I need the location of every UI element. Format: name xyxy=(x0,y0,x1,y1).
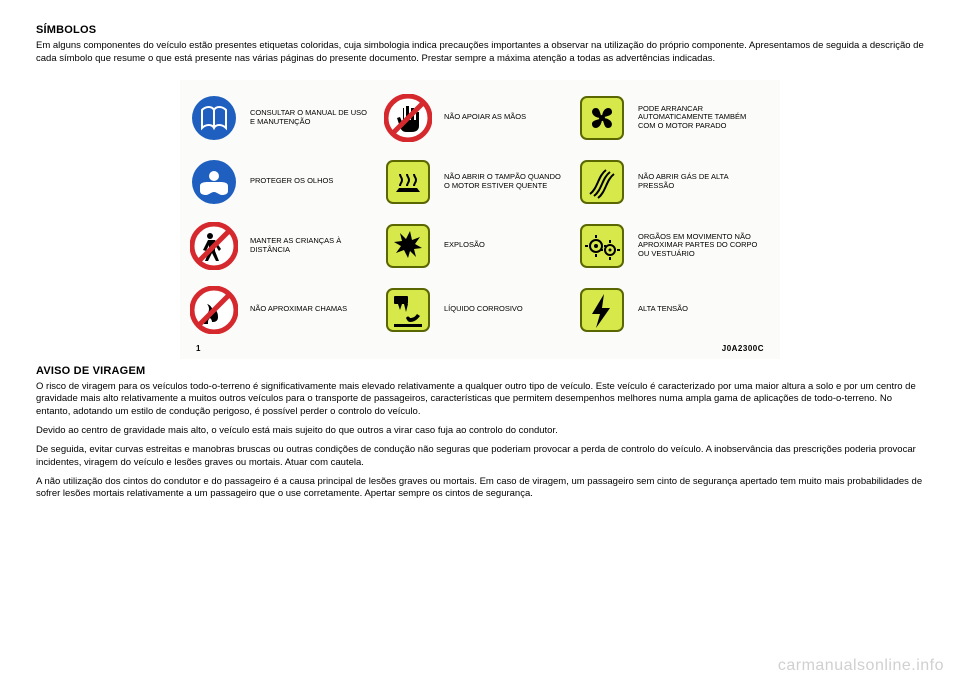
moving-parts-icon xyxy=(578,222,626,270)
corrosive-icon xyxy=(384,286,432,334)
gas-pressure-icon xyxy=(578,158,626,206)
no-flames-label: NÃO APROXIMAR CHAMAS xyxy=(250,305,380,314)
symbols-paragraph: Em alguns componentes do veículo estão p… xyxy=(36,40,924,66)
no-hands-label: NÃO APOIAR AS MÃOS xyxy=(444,113,574,122)
auto-start-label: PODE ARRANCAR AUTOMATICAMENTE TAMBÉM COM… xyxy=(638,105,768,131)
watermark: carmanualsonline.info xyxy=(778,657,944,675)
goggles-label: PROTEGER OS OLHOS xyxy=(250,177,380,186)
explosion-label: EXPLOSÃO xyxy=(444,241,574,250)
hot-cap-label: NÃO ABRIR O TAMPÃO QUANDO O MOTOR ESTIVE… xyxy=(444,173,574,190)
rollover-para-3: De seguida, evitar curvas estreitas e ma… xyxy=(36,444,924,470)
moving-parts-label: ORGÃOS EM MOVIMENTO NÃO APROXIMAR PARTES… xyxy=(638,233,768,259)
figure-number: 1 xyxy=(190,344,200,353)
symbols-heading: SÍMBOLOS xyxy=(36,24,924,36)
auto-start-icon xyxy=(578,94,626,142)
manual-label: CONSULTAR O MANUAL DE USO E MANUTENÇÃO xyxy=(250,109,380,126)
goggles-icon xyxy=(190,158,238,206)
manual-icon xyxy=(190,94,238,142)
high-voltage-icon xyxy=(578,286,626,334)
no-children-icon xyxy=(190,222,238,270)
no-flames-icon xyxy=(190,286,238,334)
figure-code: J0A2300C xyxy=(722,344,770,353)
manual-page: SÍMBOLOS Em alguns componentes do veícul… xyxy=(0,0,960,501)
explosion-icon xyxy=(384,222,432,270)
rollover-heading: AVISO DE VIRAGEM xyxy=(36,365,924,377)
rollover-para-2: Devido ao centro de gravidade mais alto,… xyxy=(36,425,924,438)
high-voltage-label: ALTA TENSÃO xyxy=(638,305,768,314)
rollover-para-1: O risco de viragem para os veículos todo… xyxy=(36,381,924,419)
hot-cap-icon xyxy=(384,158,432,206)
symbols-figure: CONSULTAR O MANUAL DE USO E MANUTENÇÃO N… xyxy=(180,80,780,359)
no-children-label: MANTER AS CRIANÇAS À DISTÂNCIA xyxy=(250,237,380,254)
symbols-grid: CONSULTAR O MANUAL DE USO E MANUTENÇÃO N… xyxy=(190,90,770,338)
rollover-para-4: A não utilização dos cintos do condutor … xyxy=(36,476,924,502)
figure-footer: 1 J0A2300C xyxy=(190,344,770,353)
corrosive-label: LÍQUIDO CORROSIVO xyxy=(444,305,574,314)
no-hands-icon xyxy=(384,94,432,142)
gas-pressure-label: NÃO ABRIR GÁS DE ALTA PRESSÃO xyxy=(638,173,768,190)
